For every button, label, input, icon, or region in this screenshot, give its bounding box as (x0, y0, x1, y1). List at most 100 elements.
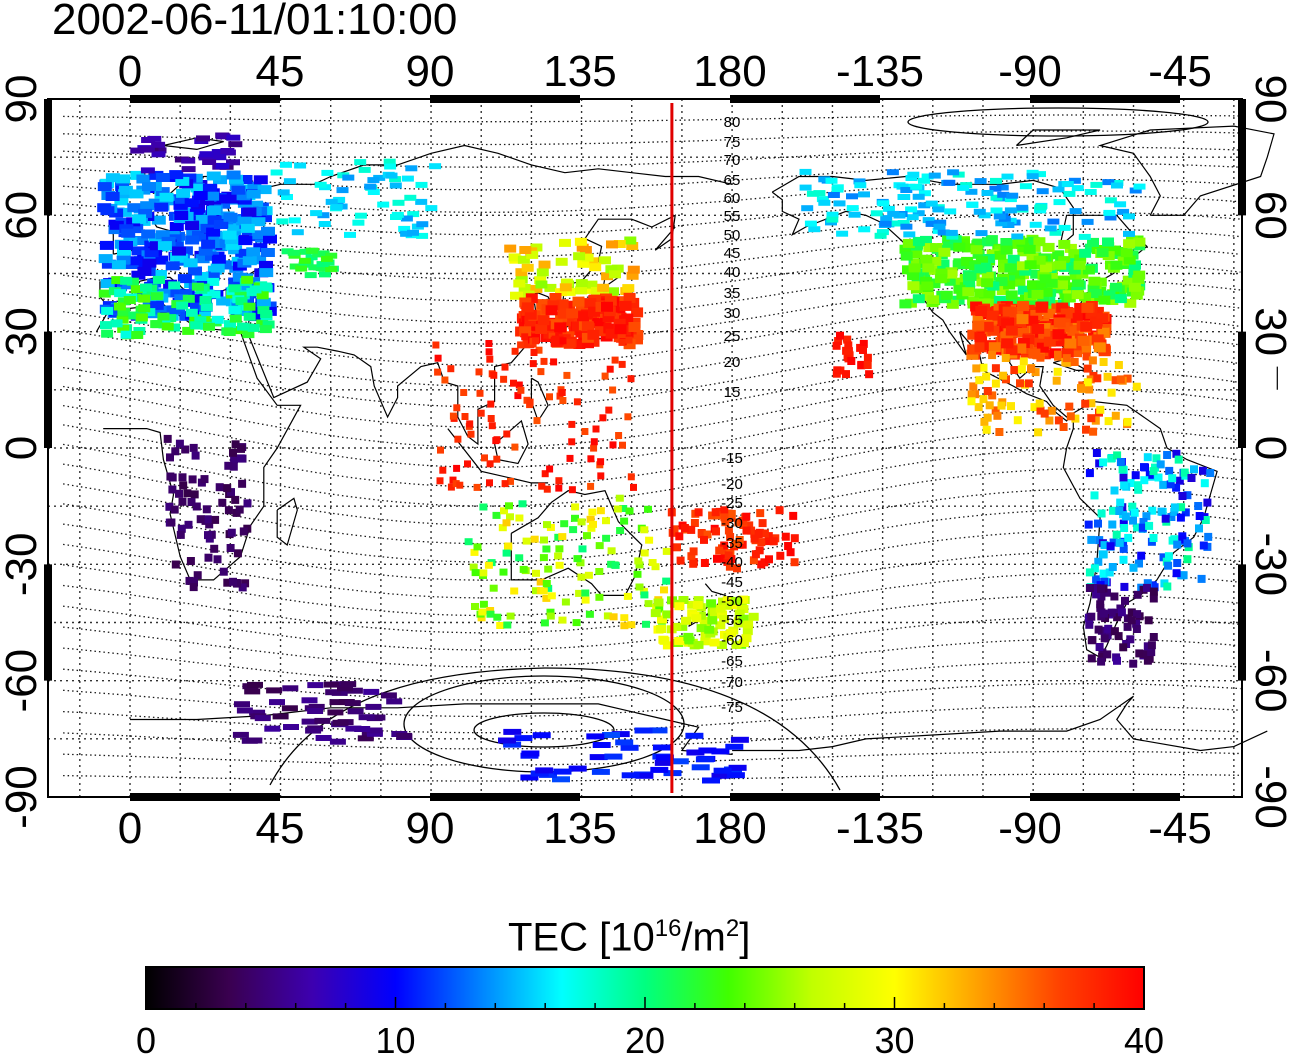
tec-cell (859, 346, 867, 354)
tec-cell (1159, 553, 1168, 562)
tec-cell (973, 208, 986, 215)
tec-cell (325, 252, 338, 259)
tec-cell (176, 530, 185, 539)
tec-cell (231, 495, 240, 504)
tec-cell (264, 725, 281, 732)
tec-cell (134, 236, 149, 245)
tec-cell (685, 732, 704, 739)
tec-cell (826, 216, 839, 223)
tec-cell (575, 279, 588, 288)
tec-cell (967, 296, 980, 306)
tec-cell (922, 217, 935, 224)
tec-cell (556, 392, 564, 400)
tec-cell (515, 514, 524, 522)
tec-cell (981, 190, 994, 196)
tec-cell (997, 191, 1010, 198)
tec-cell (1177, 503, 1186, 512)
tec-cell (1001, 318, 1014, 329)
tec-cell (978, 298, 991, 308)
tec-cell (613, 240, 626, 248)
tec-cell (623, 592, 632, 600)
tec-cell (481, 454, 488, 462)
tec-cell (192, 502, 201, 511)
tec-cell (619, 441, 626, 449)
tec-cell (863, 361, 872, 369)
tec-cell (283, 178, 296, 185)
tec-cell (1085, 620, 1094, 629)
tec-cell (935, 268, 948, 278)
tec-cell (726, 772, 745, 779)
tec-cell (138, 294, 151, 303)
tec-cell (877, 200, 890, 207)
tec-cell (1058, 224, 1071, 231)
tec-cell (1104, 214, 1117, 221)
tec-cell (897, 220, 910, 226)
tec-cell (806, 190, 819, 197)
tec-cell (907, 271, 919, 281)
tec-cell (942, 235, 955, 245)
tec-cell (552, 776, 570, 783)
tec-cell (662, 547, 671, 555)
tec-cell (720, 549, 729, 558)
tec-cell (1006, 192, 1019, 199)
tec-cell (405, 165, 418, 172)
tec-cell (995, 428, 1004, 436)
tec-cell (227, 222, 242, 232)
tec-cell (260, 310, 273, 318)
tec-cell (726, 629, 737, 638)
tec-cell (354, 726, 371, 732)
tec-cell (742, 627, 753, 636)
tec-cell (1011, 233, 1024, 240)
tec-cell (277, 189, 290, 196)
tec-cell (902, 238, 915, 248)
tec-cell (537, 315, 550, 326)
tec-cell (227, 528, 236, 537)
tec-cell (991, 364, 1000, 373)
tec-cell (181, 166, 196, 173)
contour-line (63, 572, 1241, 634)
tec-cell (535, 280, 548, 289)
tec-cell (247, 323, 260, 332)
tec-cell (473, 543, 482, 551)
tec-cell (416, 221, 429, 228)
tec-cell (559, 283, 572, 292)
tec-cell (1027, 280, 1039, 290)
tec-cell (1001, 338, 1014, 349)
tec-cell (105, 173, 120, 183)
tec-cell (1056, 280, 1068, 290)
contour-label: -65 (721, 653, 743, 670)
tec-cell (674, 602, 685, 611)
tec-cell (196, 515, 205, 524)
tec-cell (700, 559, 709, 567)
tec-cell (1110, 260, 1123, 270)
tec-cell (120, 276, 133, 285)
contour-label: 40 (724, 264, 741, 281)
colorbar-ticks: 0 10 20 30 40 (136, 997, 1164, 1057)
tec-cell (912, 294, 925, 304)
tec-cell (790, 534, 799, 543)
tec-cell (997, 401, 1006, 410)
tec-cell (449, 412, 457, 420)
tec-cell (137, 266, 152, 276)
tec-cell (937, 259, 950, 269)
tec-cell (1030, 310, 1043, 320)
tec-cell (190, 321, 203, 330)
tec-cell (175, 439, 184, 448)
tec-cell (587, 482, 595, 490)
tec-cell (541, 470, 549, 478)
tec-cell (380, 692, 397, 699)
tec-cell (983, 387, 992, 395)
tec-cell (549, 293, 562, 303)
tec-cell (242, 330, 255, 339)
tec-cell (200, 475, 209, 484)
tec-cell (1152, 454, 1161, 463)
tec-cell (1110, 282, 1122, 292)
tec-cell (490, 371, 498, 379)
tec-cell (1060, 316, 1073, 327)
colorbar-tick-label: 0 (136, 1020, 156, 1057)
contour-line (62, 351, 1241, 428)
tec-cell (191, 282, 204, 291)
tec-cell (499, 568, 508, 576)
tec-cell (526, 250, 539, 259)
tec-cell (1112, 530, 1121, 539)
